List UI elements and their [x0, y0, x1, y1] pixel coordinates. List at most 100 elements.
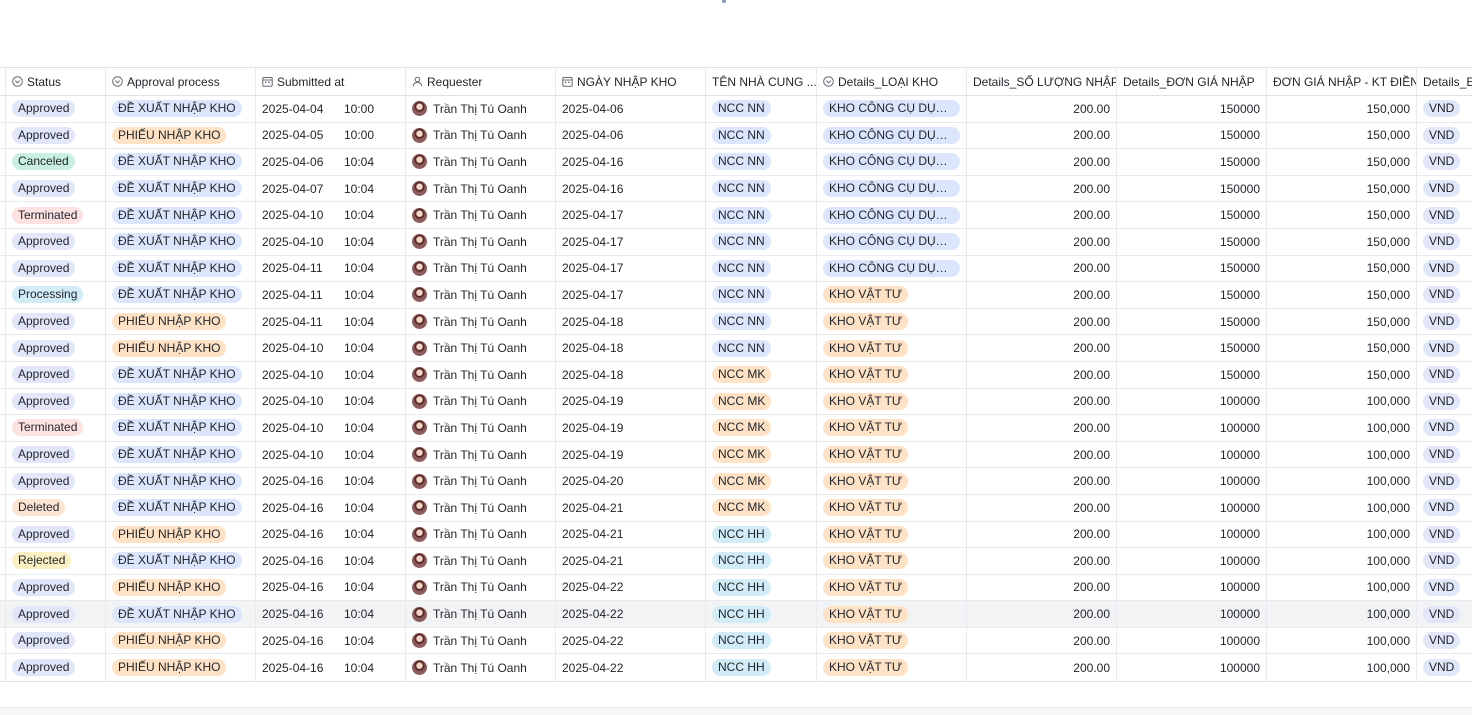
requester-cell[interactable]: Trần Thị Tú Oanh [406, 361, 556, 388]
unit-price-cell[interactable]: 100000 [1117, 548, 1267, 574]
unit-price-cell[interactable]: 100000 [1117, 574, 1267, 601]
supplier-cell[interactable]: NCC HH [706, 601, 817, 627]
row-selector[interactable] [0, 202, 6, 228]
status-cell[interactable]: Approved [6, 255, 106, 282]
row-selector[interactable] [0, 308, 6, 335]
unit-price-kt-cell[interactable]: 100,000 [1267, 388, 1417, 415]
approval-process-cell[interactable]: ĐỀ XUẤT NHẬP KHO [106, 228, 256, 255]
unit-price-cell[interactable]: 150000 [1117, 175, 1267, 202]
warehouse-type-cell[interactable]: KHO CÔNG CỤ DỤNG... [817, 202, 967, 228]
row-selector[interactable] [0, 654, 6, 682]
approval-process-cell[interactable]: ĐỀ XUẤT NHẬP KHO [106, 255, 256, 282]
table-row[interactable]: Rejected ĐỀ XUẤT NHẬP KHO 2025-04-16 10:04 T… [0, 548, 1472, 575]
ngay-nhap-kho-cell[interactable]: 2025-04-21 [556, 548, 706, 574]
requester-cell[interactable]: Trần Thị Tú Oanh [406, 228, 556, 255]
currency-cell[interactable]: VND [1417, 123, 1472, 149]
requester-cell[interactable]: Trần Thị Tú Oanh [406, 175, 556, 202]
submitted-at-cell[interactable]: 2025-04-11 10:04 [256, 282, 406, 308]
quantity-cell[interactable]: 200.00 [967, 574, 1117, 601]
status-cell[interactable]: Approved [6, 175, 106, 202]
unit-price-kt-cell[interactable]: 100,000 [1267, 415, 1417, 441]
submitted-at-cell[interactable]: 2025-04-10 10:04 [256, 441, 406, 468]
row-selector[interactable] [0, 627, 6, 654]
unit-price-kt-cell[interactable]: 100,000 [1267, 468, 1417, 494]
warehouse-type-cell[interactable]: KHO CÔNG CỤ DỤNG... [817, 175, 967, 202]
requester-cell[interactable]: Trần Thị Tú Oanh [406, 308, 556, 335]
approval-process-cell[interactable]: PHIẾU NHẬP KHO [106, 574, 256, 601]
approval-process-cell[interactable]: ĐỀ XUẤT NHẬP KHO [106, 441, 256, 468]
table-row[interactable]: Approved ĐỀ XUẤT NHẬP KHO 2025-04-11 10:04 T… [0, 255, 1472, 283]
warehouse-type-cell[interactable]: KHO VẬT TƯ [817, 548, 967, 574]
column-header-details-e[interactable]: Details_E [1417, 68, 1472, 95]
table-row[interactable]: Processing ĐỀ XUẤT NHẬP KHO 2025-04-11 10:0… [0, 282, 1472, 309]
ngay-nhap-kho-cell[interactable]: 2025-04-19 [556, 441, 706, 468]
supplier-cell[interactable]: NCC MK [706, 468, 817, 494]
approval-process-cell[interactable]: ĐỀ XUẤT NHẬP KHO [106, 96, 256, 122]
quantity-cell[interactable]: 200.00 [967, 468, 1117, 494]
unit-price-kt-cell[interactable]: 150,000 [1267, 282, 1417, 308]
approval-process-cell[interactable]: ĐỀ XUẤT NHẬP KHO [106, 548, 256, 574]
unit-price-cell[interactable]: 150000 [1117, 149, 1267, 175]
supplier-cell[interactable]: NCC HH [706, 654, 817, 682]
currency-cell[interactable]: VND [1417, 522, 1472, 548]
warehouse-type-cell[interactable]: KHO VẬT TƯ [817, 494, 967, 521]
ngay-nhap-kho-cell[interactable]: 2025-04-18 [556, 361, 706, 388]
warehouse-type-cell[interactable]: KHO VẬT TƯ [817, 388, 967, 415]
column-header-submitted-at[interactable]: Submitted at [256, 68, 406, 95]
submitted-at-cell[interactable]: 2025-04-11 10:04 [256, 255, 406, 282]
unit-price-kt-cell[interactable]: 100,000 [1267, 441, 1417, 468]
row-selector[interactable] [0, 282, 6, 308]
warehouse-type-cell[interactable]: KHO VẬT TƯ [817, 441, 967, 468]
row-selector[interactable] [0, 441, 6, 468]
currency-cell[interactable]: VND [1417, 202, 1472, 228]
supplier-cell[interactable]: NCC MK [706, 441, 817, 468]
warehouse-type-cell[interactable]: KHO VẬT TƯ [817, 627, 967, 654]
approval-process-cell[interactable]: ĐỀ XUẤT NHẬP KHO [106, 494, 256, 521]
row-selector[interactable] [0, 149, 6, 175]
table-row[interactable]: Approved PHIẾU NHẬP KHO 2025-04-16 10:04 Trầ… [0, 521, 1472, 549]
unit-price-kt-cell[interactable]: 100,000 [1267, 574, 1417, 601]
requester-cell[interactable]: Trần Thị Tú Oanh [406, 122, 556, 149]
approval-process-cell[interactable]: ĐỀ XUẤT NHẬP KHO [106, 468, 256, 494]
supplier-cell[interactable]: NCC NN [706, 122, 817, 149]
warehouse-type-cell[interactable]: KHO VẬT TƯ [817, 601, 967, 627]
status-cell[interactable]: Approved [6, 468, 106, 494]
unit-price-cell[interactable]: 150000 [1117, 122, 1267, 149]
submitted-at-cell[interactable]: 2025-04-05 10:00 [256, 122, 406, 149]
row-selector[interactable] [0, 601, 6, 627]
column-header-details-so-luong-nhap[interactable]: Details_SỐ LƯỢNG NHẬP [967, 68, 1117, 95]
supplier-cell[interactable]: NCC NN [706, 96, 817, 122]
quantity-cell[interactable]: 200.00 [967, 228, 1117, 255]
unit-price-kt-cell[interactable]: 150,000 [1267, 175, 1417, 202]
table-row[interactable]: Approved ĐỀ XUẤT NHẬP KHO 2025-04-16 10:04 T… [0, 468, 1472, 495]
row-selector[interactable] [0, 415, 6, 441]
unit-price-kt-cell[interactable]: 150,000 [1267, 361, 1417, 388]
unit-price-kt-cell[interactable]: 100,000 [1267, 548, 1417, 574]
submitted-at-cell[interactable]: 2025-04-16 10:04 [256, 627, 406, 654]
quantity-cell[interactable]: 200.00 [967, 202, 1117, 228]
submitted-at-cell[interactable]: 2025-04-16 10:04 [256, 521, 406, 548]
unit-price-kt-cell[interactable]: 150,000 [1267, 96, 1417, 122]
requester-cell[interactable]: Trần Thị Tú Oanh [406, 441, 556, 468]
approval-process-cell[interactable]: PHIẾU NHẬP KHO [106, 654, 256, 682]
approval-process-cell[interactable]: ĐỀ XUẤT NHẬP KHO [106, 601, 256, 627]
table-row[interactable]: Approved PHIẾU NHẬP KHO 2025-04-11 10:04 Trầ… [0, 308, 1472, 336]
currency-cell[interactable]: VND [1417, 149, 1472, 175]
submitted-at-cell[interactable]: 2025-04-16 10:04 [256, 654, 406, 682]
unit-price-kt-cell[interactable]: 150,000 [1267, 335, 1417, 361]
unit-price-kt-cell[interactable]: 150,000 [1267, 202, 1417, 228]
quantity-cell[interactable]: 200.00 [967, 388, 1117, 415]
approval-process-cell[interactable]: PHIẾU NHẬP KHO [106, 521, 256, 548]
table-row[interactable]: Approved PHIẾU NHẬP KHO 2025-04-16 10:04 Trầ… [0, 654, 1472, 682]
submitted-at-cell[interactable]: 2025-04-11 10:04 [256, 308, 406, 335]
table-row[interactable]: Canceled ĐỀ XUẤT NHẬP KHO 2025-04-06 10:04 T… [0, 149, 1472, 176]
submitted-at-cell[interactable]: 2025-04-16 10:04 [256, 601, 406, 627]
row-selector[interactable] [0, 361, 6, 388]
status-cell[interactable]: Approved [6, 335, 106, 361]
unit-price-cell[interactable]: 150000 [1117, 308, 1267, 335]
warehouse-type-cell[interactable]: KHO CÔNG CỤ DỤNG... [817, 255, 967, 282]
column-header-ngay-nhap-kho[interactable]: NGÀY NHẬP KHO [556, 68, 706, 95]
unit-price-cell[interactable]: 100000 [1117, 627, 1267, 654]
supplier-cell[interactable]: NCC HH [706, 521, 817, 548]
currency-cell[interactable]: VND [1417, 548, 1472, 574]
